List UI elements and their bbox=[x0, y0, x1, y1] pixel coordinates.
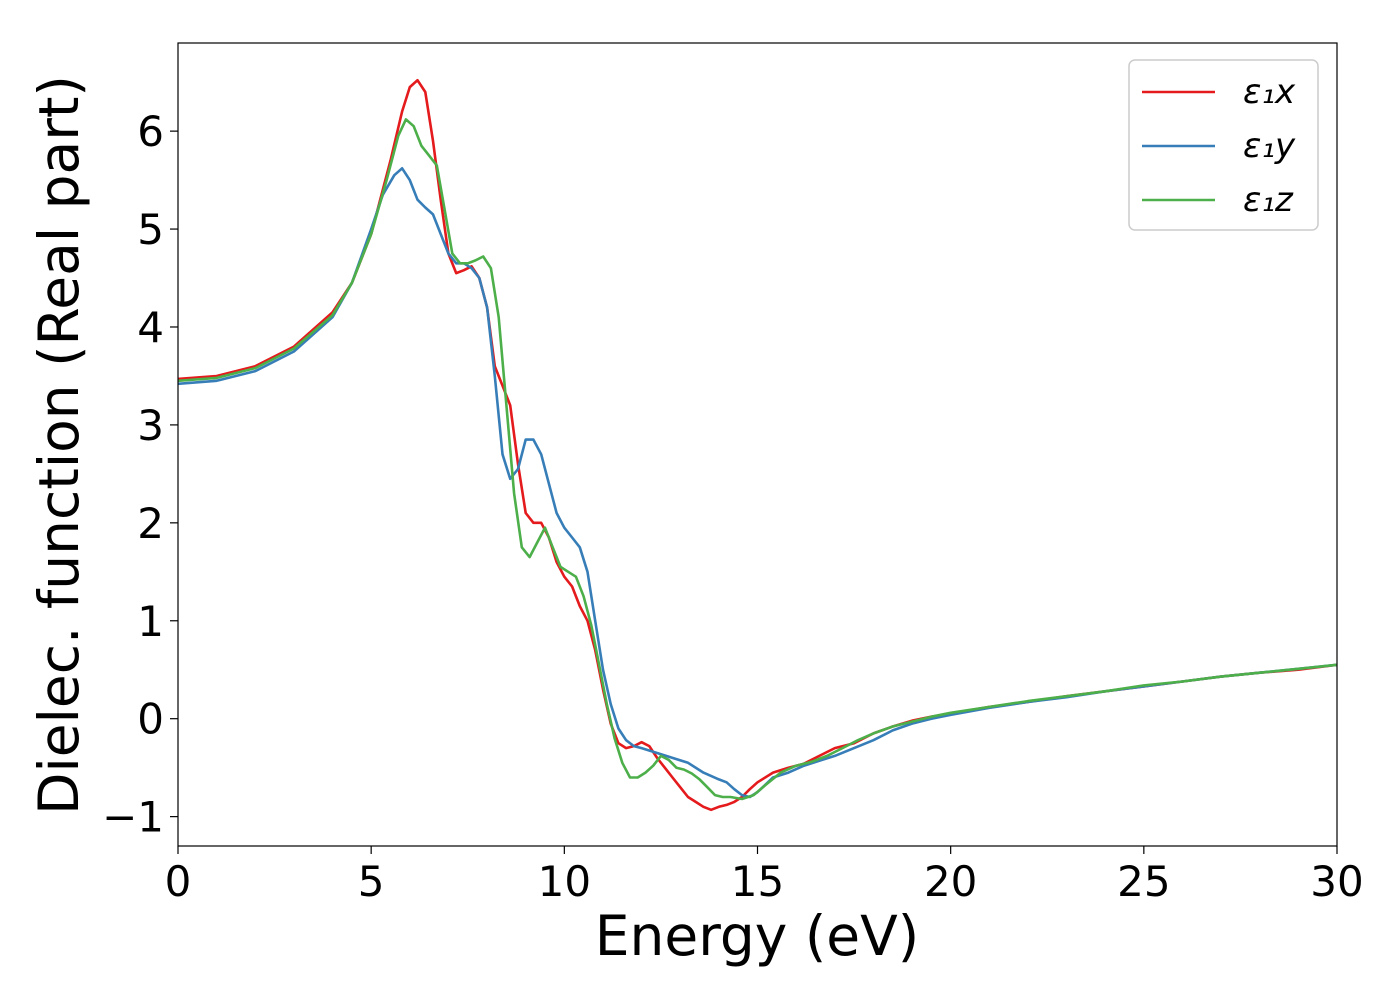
legend-label-2: ε₁z bbox=[1243, 180, 1294, 220]
y-tick-label: 5 bbox=[137, 205, 164, 254]
y-tick-label: 2 bbox=[137, 499, 164, 548]
legend-label-1: ε₁y bbox=[1243, 126, 1296, 166]
x-tick-label: 10 bbox=[538, 857, 591, 906]
x-tick-label: 0 bbox=[165, 857, 192, 906]
x-tick-label: 15 bbox=[731, 857, 784, 906]
x-tick-label: 25 bbox=[1117, 857, 1170, 906]
x-tick-label: 30 bbox=[1310, 857, 1363, 906]
x-tick-label: 5 bbox=[358, 857, 385, 906]
series-line-1 bbox=[178, 167, 1337, 799]
y-tick-label: 3 bbox=[137, 401, 164, 450]
x-tick-label: 20 bbox=[924, 857, 977, 906]
legend-box bbox=[1128, 59, 1319, 231]
y-tick-label: 4 bbox=[137, 303, 164, 352]
legend-entries: ε₁x ε₁y ε₁z bbox=[1142, 72, 1296, 220]
y-axis-label: Dielec. function (Real part) bbox=[27, 75, 91, 815]
series-line-2 bbox=[178, 118, 1337, 801]
x-axis-ticks: 0 5 10 15 20 25 30 bbox=[165, 846, 1364, 906]
y-tick-label: 0 bbox=[137, 695, 164, 744]
series-layer bbox=[178, 78, 1337, 812]
y-tick-label: 1 bbox=[137, 597, 164, 646]
legend: ε₁x ε₁y ε₁z bbox=[1128, 59, 1319, 231]
y-tick-label: −1 bbox=[102, 793, 164, 842]
legend-label-0: ε₁x bbox=[1243, 72, 1296, 112]
y-tick-label: 6 bbox=[137, 107, 164, 156]
y-axis-ticks: −1 0 1 2 3 4 5 6 bbox=[102, 107, 178, 842]
x-axis-label: Energy (eV) bbox=[595, 904, 919, 968]
